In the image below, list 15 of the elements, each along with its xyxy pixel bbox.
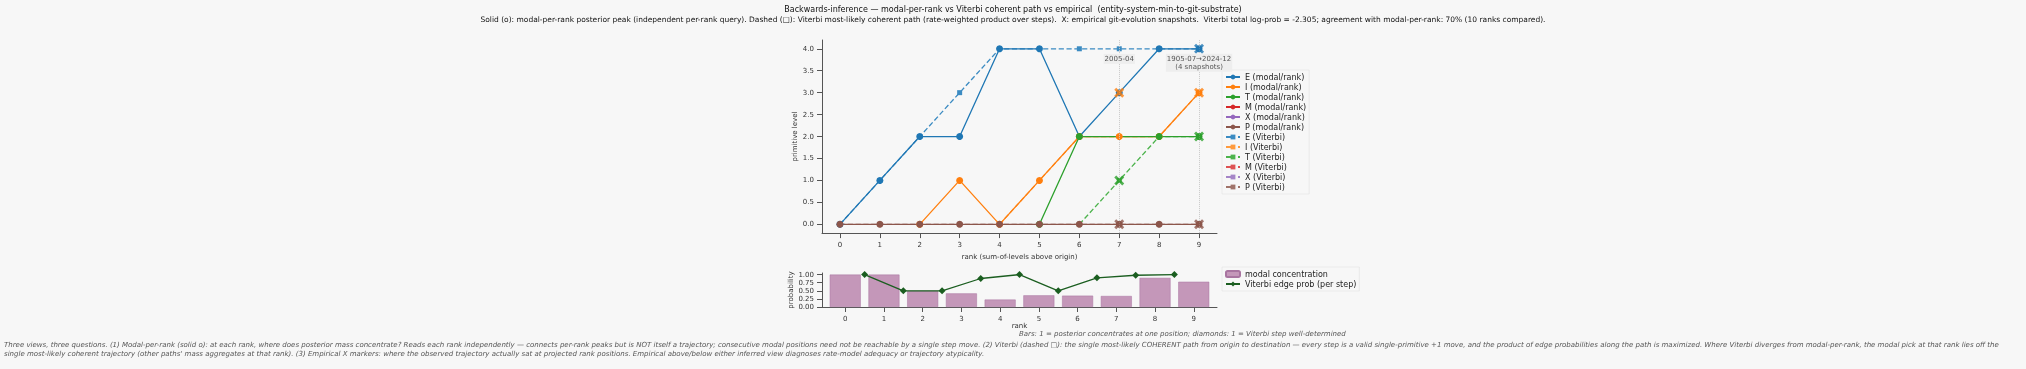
legend-label: I (Viterbi) [1245,142,1283,152]
legend-label: X (Viterbi) [1245,172,1286,182]
legend-label: E (modal/rank) [1245,72,1305,82]
legend-label: I (modal/rank) [1245,82,1302,92]
legend-label: M (modal/rank) [1245,102,1307,112]
legend-label: E (Viterbi) [1245,132,1286,142]
legend-label: P (modal/rank) [1245,122,1305,132]
legend-label: T (Viterbi) [1244,152,1285,162]
legend-label: modal concentration [1245,269,1328,279]
legend-label: X (modal/rank) [1245,112,1305,122]
legend-label: T (modal/rank) [1244,92,1305,102]
chart-title: Backwards-inference — modal-per-rank vs Viterbi coherent path vs empirical (entity-system-min-to-git-substrate) [784,4,1242,14]
legend-label: P (Viterbi) [1245,182,1285,192]
legend-label: Viterbi edge prob (per step) [1245,279,1357,289]
legend-label: M (Viterbi) [1245,162,1287,172]
